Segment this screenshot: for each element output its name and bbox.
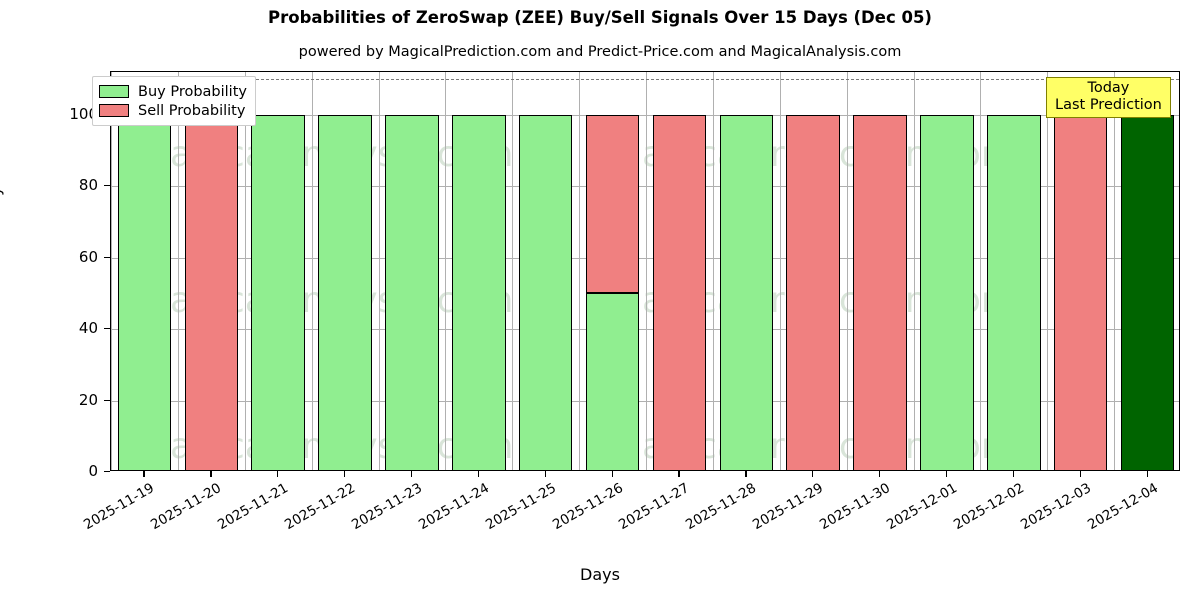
x-axis-tick-mark xyxy=(277,471,279,477)
x-axis-tick-mark xyxy=(477,471,479,477)
bar-buy[interactable] xyxy=(385,114,439,470)
x-axis-tick-mark xyxy=(812,471,814,477)
bar-buy[interactable] xyxy=(920,114,974,470)
today-annotation-line2: Last Prediction xyxy=(1055,97,1162,114)
today-annotation-line1: Today xyxy=(1087,80,1130,96)
x-axis-tick-mark xyxy=(879,471,881,477)
x-axis-tick-mark xyxy=(678,471,680,477)
bar-buy[interactable] xyxy=(518,114,573,470)
gridline-vertical xyxy=(980,72,982,470)
reference-line xyxy=(111,79,1179,81)
today-annotation: Today Last Prediction xyxy=(1046,77,1171,119)
bar-sell[interactable] xyxy=(652,114,707,470)
gridline-vertical xyxy=(712,72,714,470)
chart-subtitle: powered by MagicalPrediction.com and Pre… xyxy=(298,44,902,60)
y-axis-tick-label: 100 xyxy=(69,104,98,123)
bar-sell[interactable] xyxy=(585,114,640,294)
y-axis-tick-mark xyxy=(104,399,110,401)
y-axis-label: Probability xyxy=(0,186,4,271)
bar-today[interactable] xyxy=(1120,114,1175,470)
gridline-horizontal xyxy=(111,400,1179,402)
gridline-vertical xyxy=(378,72,380,470)
gridline-vertical xyxy=(913,72,915,470)
x-axis-tick-mark xyxy=(1146,471,1148,477)
chart-legend: Buy Probability Sell Probability xyxy=(92,76,256,126)
gridline-vertical xyxy=(646,72,647,470)
x-axis-tick-mark xyxy=(945,471,948,477)
gridline-vertical xyxy=(111,72,112,470)
gridline-vertical xyxy=(244,72,246,470)
x-axis-tick-mark xyxy=(143,471,145,477)
gridline-horizontal xyxy=(111,186,1179,188)
x-axis-tick-mark xyxy=(1012,471,1014,477)
legend-label-sell: Sell Probability xyxy=(138,102,246,119)
bar-buy[interactable] xyxy=(987,114,1041,470)
bar-buy[interactable] xyxy=(117,114,172,470)
gridline-vertical xyxy=(445,72,447,470)
gridline-vertical xyxy=(846,72,848,470)
y-axis-tick-mark xyxy=(104,328,110,330)
legend-swatch-buy xyxy=(99,85,129,98)
gridline-vertical xyxy=(512,72,514,470)
y-axis-tick-label: 0 xyxy=(88,462,98,480)
bar-buy[interactable] xyxy=(452,114,506,470)
y-axis-tick-mark xyxy=(104,256,110,258)
x-axis-tick-mark xyxy=(344,471,346,477)
bar-sell[interactable] xyxy=(184,114,239,470)
x-axis-tick-mark xyxy=(745,471,747,477)
gridline-vertical xyxy=(779,72,781,470)
legend-swatch-sell xyxy=(99,104,129,117)
plot-inner: MagicalAnalysis.comMagicalPrediction.com… xyxy=(111,72,1179,470)
bar-sell[interactable] xyxy=(1053,114,1108,470)
x-axis-tick-mark xyxy=(1079,471,1081,477)
y-axis-tick-label: 60 xyxy=(78,247,98,266)
y-axis-tick-label: 20 xyxy=(78,390,98,409)
y-axis-tick-label: 80 xyxy=(78,176,98,195)
gridline-vertical xyxy=(1047,72,1049,470)
chart-title: Probabilities of ZeroSwap (ZEE) Buy/Sell… xyxy=(268,8,932,27)
bar-buy[interactable] xyxy=(251,114,305,470)
legend-item-buy[interactable]: Buy Probability xyxy=(99,82,247,101)
x-axis-tick-mark xyxy=(611,471,613,477)
legend-label-buy: Buy Probability xyxy=(138,83,247,100)
x-axis-tick-mark xyxy=(410,471,413,477)
gridline-vertical xyxy=(311,72,313,470)
bar-sell[interactable] xyxy=(853,114,907,470)
x-axis-tick-mark xyxy=(210,471,212,477)
gridline-horizontal xyxy=(111,114,1179,116)
legend-item-sell[interactable]: Sell Probability xyxy=(99,101,247,120)
gridline-horizontal xyxy=(111,257,1179,259)
bar-buy[interactable] xyxy=(318,114,372,470)
bar-sell[interactable] xyxy=(786,114,840,470)
y-axis-tick-mark xyxy=(104,185,110,187)
gridline-vertical xyxy=(1114,72,1116,470)
y-axis-tick-mark xyxy=(104,471,110,473)
gridline-horizontal xyxy=(111,329,1179,331)
plot-area: MagicalAnalysis.comMagicalPrediction.com… xyxy=(110,71,1180,471)
x-axis-label: Days xyxy=(580,565,620,584)
y-axis-tick-label: 40 xyxy=(78,319,98,338)
gridline-vertical xyxy=(177,72,179,470)
x-axis-tick-mark xyxy=(544,471,546,477)
gridline-vertical xyxy=(579,72,581,470)
bar-buy[interactable] xyxy=(585,293,640,470)
bar-buy[interactable] xyxy=(719,114,774,470)
